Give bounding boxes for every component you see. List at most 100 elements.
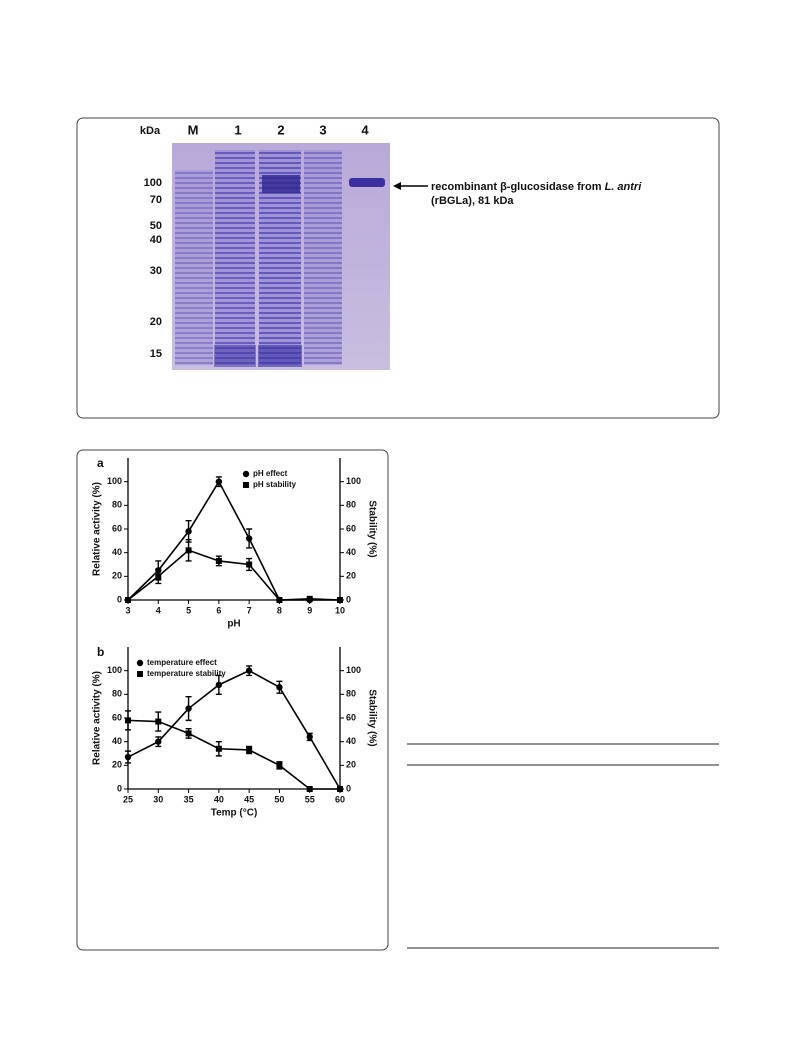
y-tick-label: 60 — [112, 523, 122, 533]
y-tick-label: 100 — [107, 476, 122, 486]
y2-tick-label: 40 — [346, 547, 356, 557]
lane-label: M — [188, 122, 199, 137]
data-point — [276, 684, 283, 691]
x-tick-label: 40 — [214, 794, 224, 804]
x-tick-label: 8 — [277, 605, 282, 615]
data-point — [245, 667, 253, 674]
y-tick-label: 20 — [112, 760, 122, 770]
y2-tick-label: 0 — [346, 783, 351, 793]
data-point — [215, 478, 223, 485]
y2-tick-label: 40 — [346, 736, 356, 746]
y-tick-label: 0 — [117, 783, 122, 793]
data-point — [246, 561, 253, 568]
y2-tick-label: 80 — [346, 500, 356, 510]
data-point — [246, 746, 253, 753]
y-tick-label: 40 — [112, 736, 122, 746]
x-tick-label: 9 — [307, 605, 312, 615]
legend-label: temperature stability — [147, 669, 226, 678]
x-tick-label: 25 — [123, 794, 133, 804]
legend-label: pH effect — [253, 469, 288, 478]
y-axis-title: Relative activity (%) — [92, 671, 103, 765]
x-tick-label: 10 — [335, 605, 345, 615]
data-point — [306, 786, 313, 792]
y2-tick-label: 20 — [346, 760, 356, 770]
gel-annotation: (rBGLa), 81 kDa — [431, 195, 514, 207]
series-line — [127, 719, 340, 790]
x-tick-label: 4 — [156, 605, 161, 615]
data-point — [337, 597, 343, 603]
data-point — [276, 762, 283, 769]
data-point — [306, 595, 313, 602]
figure-box — [76, 449, 389, 951]
x-tick-label: 60 — [335, 794, 345, 804]
y-axis-title: Relative activity (%) — [92, 482, 103, 576]
annotation-species: L. antri — [605, 181, 643, 193]
legend-marker — [243, 482, 249, 488]
lane-label: 2 — [277, 122, 284, 137]
marker-label: 40 — [150, 234, 162, 246]
marker-label: 70 — [150, 194, 162, 206]
lane-label: 3 — [319, 122, 326, 137]
data-point — [215, 557, 222, 564]
y2-tick-label: 100 — [346, 665, 361, 675]
marker-label: 50 — [150, 220, 162, 232]
y2-tick-label: 0 — [346, 594, 351, 604]
gel-unit: kDa — [140, 125, 161, 137]
x-tick-label: 6 — [216, 605, 221, 615]
y2-tick-label: 100 — [346, 476, 361, 486]
x-tick-label: 55 — [305, 794, 315, 804]
data-point — [185, 547, 192, 554]
lane-label: 4 — [361, 122, 369, 137]
data-point — [124, 753, 132, 761]
y2-tick-label: 60 — [346, 523, 356, 533]
series-line — [127, 669, 341, 790]
annotation-text: recombinant β-glucosidase from — [431, 181, 605, 193]
y-tick-label: 80 — [112, 500, 122, 510]
legend-marker — [242, 470, 250, 478]
marker-label: 20 — [150, 316, 162, 328]
legend-label: pH stability — [253, 480, 297, 489]
legend-marker — [137, 671, 143, 677]
x-tick-label: 3 — [125, 605, 130, 615]
data-point — [337, 786, 343, 792]
data-point — [185, 730, 192, 737]
y2-tick-label: 20 — [346, 571, 356, 581]
panel-label: b — [97, 645, 104, 659]
y-tick-label: 40 — [112, 547, 122, 557]
x-tick-label: 30 — [153, 794, 163, 804]
series-line — [127, 549, 341, 601]
panel-label: a — [97, 456, 104, 470]
marker-label: 30 — [150, 265, 162, 277]
y-tick-label: 20 — [112, 571, 122, 581]
x-tick-label: 50 — [274, 794, 284, 804]
y2-axis-title: Stability (%) — [366, 500, 377, 557]
legend-label: temperature effect — [147, 658, 217, 667]
marker-label: 100 — [144, 177, 162, 189]
marker-label: 15 — [150, 348, 162, 360]
y2-tick-label: 80 — [346, 689, 356, 699]
y-tick-label: 100 — [107, 665, 122, 675]
legend-marker — [136, 659, 144, 667]
data-point — [155, 573, 162, 580]
data-point — [276, 597, 283, 603]
x-axis-title: Temp (°C) — [211, 808, 258, 819]
data-point — [155, 718, 162, 725]
data-point — [125, 597, 131, 603]
arrowhead — [393, 182, 401, 190]
x-tick-label: 45 — [244, 794, 254, 804]
data-point — [155, 738, 162, 745]
data-point — [215, 681, 223, 689]
data-point — [306, 733, 313, 741]
x-axis-title: pH — [227, 619, 240, 630]
data-point — [215, 745, 222, 752]
x-tick-label: 35 — [184, 794, 194, 804]
data-point — [125, 717, 131, 724]
y-tick-label: 80 — [112, 689, 122, 699]
figure-box — [76, 117, 720, 419]
data-point — [245, 535, 253, 542]
data-point — [185, 705, 192, 712]
lane-label: 1 — [234, 122, 241, 137]
data-point — [185, 528, 192, 535]
gel-image — [172, 143, 390, 370]
